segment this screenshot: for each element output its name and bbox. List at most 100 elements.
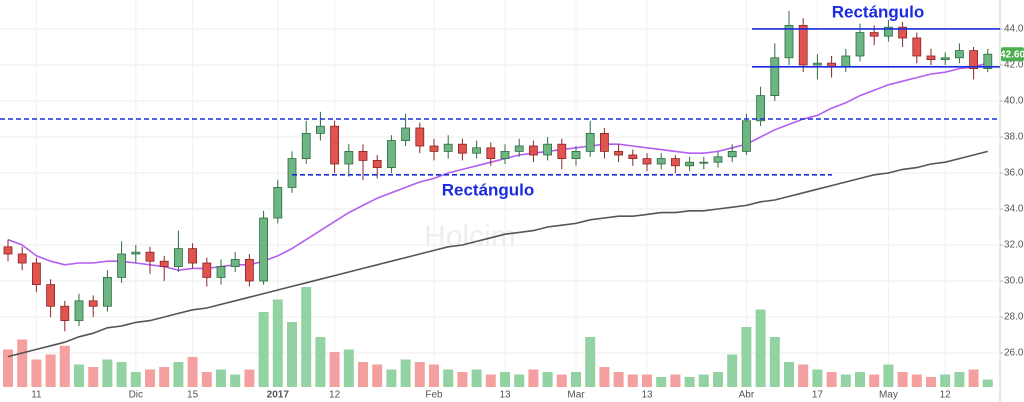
candle-body <box>472 147 482 154</box>
volume-bar <box>769 337 780 387</box>
y-tick-label: 30.00 <box>1004 276 1024 287</box>
y-tick-label: 36.00 <box>1004 168 1024 179</box>
candle-body <box>756 95 765 122</box>
moving-average-line <box>7 62 988 272</box>
volume-bar <box>642 374 652 387</box>
watermark: Holcim <box>424 220 516 253</box>
volume-bar <box>31 359 42 387</box>
x-tick-label: May <box>879 390 898 401</box>
candle-body <box>386 140 396 169</box>
candle-body <box>614 151 623 156</box>
x-tick-label: 2017 <box>267 390 290 401</box>
candle-body <box>401 127 411 142</box>
volume-bar <box>514 374 525 387</box>
candle-body <box>486 147 496 160</box>
candle-body <box>841 55 851 68</box>
volume-bar <box>400 359 411 387</box>
volume-bar <box>315 337 326 387</box>
candle-body <box>656 158 666 165</box>
candle-body <box>131 251 141 255</box>
volume-bar <box>287 322 297 387</box>
volume-bar <box>812 369 823 387</box>
x-tick-label: Feb <box>425 390 443 401</box>
y-tick-label: 38.00 <box>1004 132 1024 143</box>
volume-bar <box>684 377 695 387</box>
candle-body <box>358 151 368 161</box>
candle-body <box>216 266 226 278</box>
y-tick-label: 26.00 <box>1004 348 1024 359</box>
candle-body <box>500 151 510 160</box>
volume-bar <box>741 327 752 387</box>
candle-body <box>259 217 269 282</box>
volume-bar <box>826 372 837 387</box>
volume-bar <box>3 349 13 387</box>
candle-body <box>742 120 751 152</box>
volume-bar <box>244 369 255 387</box>
candle-body <box>685 161 694 167</box>
volume-bar <box>599 367 610 387</box>
candle-body <box>17 253 27 264</box>
candle-body <box>301 132 311 160</box>
volume-bar <box>656 377 667 387</box>
volume-bar <box>528 369 539 387</box>
last-price-label: 42.60 <box>1000 49 1024 60</box>
candle-body <box>955 50 964 59</box>
y-tick-label: 32.00 <box>1004 240 1024 251</box>
candle-body <box>159 260 169 268</box>
candle-body <box>940 57 950 60</box>
volume-bar <box>102 359 113 387</box>
candle-body <box>727 151 737 158</box>
volume-bar <box>698 374 709 387</box>
volume-bar <box>713 372 723 387</box>
candle-body <box>813 62 822 66</box>
candle-body <box>60 305 70 322</box>
x-tick-label: Mar <box>567 390 585 401</box>
candle-body <box>173 248 183 268</box>
volume-bar <box>88 367 99 387</box>
candle-body <box>3 246 13 255</box>
volume-bar <box>755 309 766 387</box>
candle-body <box>543 143 552 156</box>
candle-body <box>628 154 638 160</box>
volume-bar <box>627 374 638 387</box>
volume-bar <box>982 379 993 387</box>
volume-bar <box>216 369 226 387</box>
volume-bar <box>258 312 269 387</box>
volume-bar <box>670 374 681 387</box>
volume-bar <box>869 374 880 387</box>
candle-body <box>912 37 922 57</box>
candle-body <box>642 158 652 165</box>
volume-bar <box>457 372 468 387</box>
volume-bar <box>187 357 198 387</box>
volume-bar <box>968 369 979 387</box>
candle-body <box>344 151 354 165</box>
candle-body <box>514 145 524 152</box>
volume-bar <box>571 372 581 387</box>
volume-bar <box>145 369 155 387</box>
candle-body <box>699 161 709 164</box>
last-price-tag <box>1001 47 1024 62</box>
candle-body <box>770 57 780 96</box>
volume-bar <box>17 339 28 387</box>
y-tick-label: 44.00 <box>1004 24 1024 35</box>
candle-body <box>713 156 723 163</box>
x-tick-label: 15 <box>187 390 199 401</box>
x-tick-label: Dic <box>129 390 143 401</box>
x-tick-label: 13 <box>499 390 511 401</box>
volume-bar <box>500 372 510 387</box>
candle-body <box>273 187 283 219</box>
volume-bar <box>230 374 241 387</box>
candle-body <box>117 253 126 278</box>
candle-body <box>74 300 84 322</box>
candle-body <box>600 132 609 152</box>
candle-body <box>529 145 538 156</box>
candle-body <box>869 32 879 37</box>
y-tick-label: 42.00 <box>1004 60 1024 71</box>
volume-bar <box>883 364 894 387</box>
candle-body <box>315 125 325 134</box>
candle-body <box>372 160 382 169</box>
x-tick-label: Abr <box>739 390 755 401</box>
candle-body <box>32 262 41 286</box>
candle-body <box>429 145 439 152</box>
volume-bar <box>727 354 738 387</box>
